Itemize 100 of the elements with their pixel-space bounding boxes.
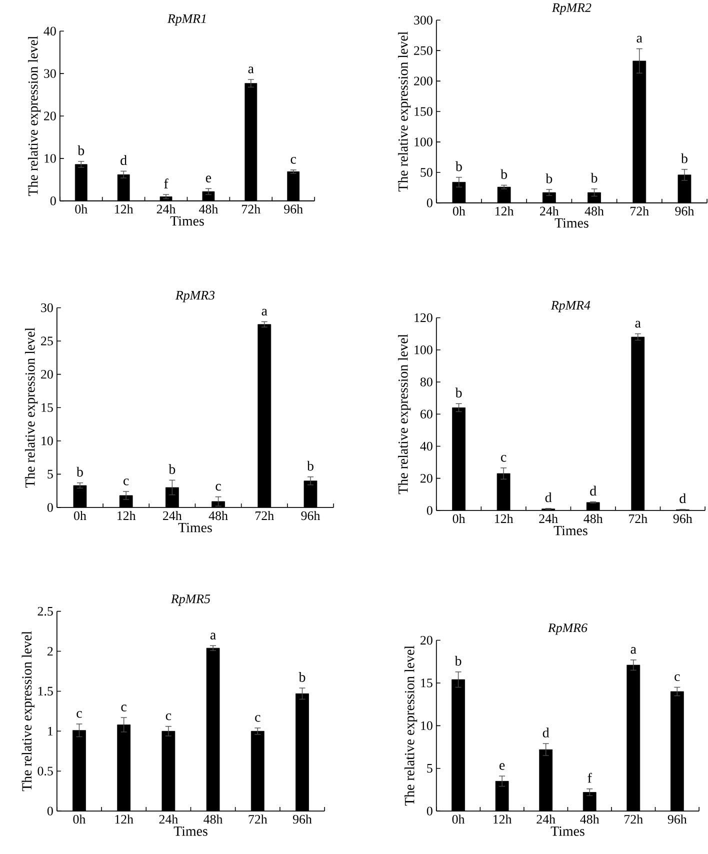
y-tick-label: 10 [44, 154, 56, 163]
annotation: c [674, 674, 680, 682]
x-tick-label: 0h [452, 514, 466, 524]
x-tick-label: 12h [493, 814, 512, 824]
y-tick-label: 5 [48, 470, 53, 478]
y-tick-label: 120 [414, 313, 432, 322]
annotation: d [120, 155, 127, 165]
annotation: a [210, 632, 216, 640]
y-tick-label: 20 [420, 474, 432, 483]
y-tick-label: 100 [414, 138, 432, 146]
x-tick-label: 0h [452, 206, 466, 216]
y-tick-label: 0 [50, 196, 56, 206]
x-tick-label: 12h [494, 514, 514, 523]
x-tick-label: 96h [675, 206, 694, 216]
x-tick-label: 12h [115, 814, 134, 824]
annotation: b [680, 153, 688, 164]
x-tick-label: 72h [630, 206, 649, 216]
x-tick-label: 48h [584, 206, 604, 216]
x-tick-label: 72h [242, 204, 260, 214]
y-tick-label: 40 [44, 26, 56, 36]
annotation: a [248, 66, 254, 74]
annotation: c [500, 455, 506, 462]
y-tick-label: 40 [420, 442, 432, 451]
y-tick-label: 20 [44, 112, 56, 120]
y-axis-title: The relative expression level [28, 36, 41, 196]
y-tick-label: 2 [47, 646, 53, 656]
y-tick-label: 1 [48, 726, 53, 736]
annotation: a [636, 36, 642, 43]
y-axis-title: The relative expression level [398, 32, 411, 192]
y-tick-label: 100 [414, 345, 432, 354]
y-tick-label: 15 [421, 678, 432, 688]
x-tick-label: 96h [301, 510, 320, 520]
x-tick-label: 0h [452, 814, 465, 824]
y-tick-label: 25 [41, 336, 53, 346]
chart-title: RpMR6 [548, 623, 588, 635]
x-tick-label: 48h [580, 814, 600, 824]
y-tick-label: 10 [421, 721, 432, 730]
y-tick-label: 0 [47, 806, 53, 816]
annotation: c [166, 713, 172, 720]
x-tick-label: 24h [159, 814, 178, 824]
x-tick-label: 24h [156, 204, 176, 214]
annotation: b [76, 466, 83, 477]
chart-title: RpMR4 [550, 300, 590, 312]
x-tick-label: 24h [536, 814, 556, 824]
y-tick-label: 2.5 [38, 606, 53, 616]
y-tick-label: 0 [47, 503, 53, 512]
y-axis-title: The relative expression level [24, 328, 38, 488]
x-tick-label: 12h [118, 510, 136, 520]
annotation: b [78, 145, 84, 156]
y-tick-label: 1.5 [38, 686, 53, 696]
y-axis-title: The relative expression level [22, 631, 34, 792]
annotation: b [306, 460, 314, 471]
y-tick-label: 15 [42, 403, 53, 412]
annotation: a [630, 647, 636, 654]
y-tick-label: 50 [420, 168, 432, 177]
y-tick-label: 0 [426, 198, 432, 208]
annotation: e [500, 763, 505, 770]
annotation: c [255, 715, 260, 722]
y-tick-label: 30 [41, 303, 53, 312]
x-tick-label: 48h [584, 514, 603, 524]
annotation: b [590, 172, 598, 183]
chart-title: RpMR5 [170, 594, 210, 606]
y-tick-label: 20 [420, 636, 432, 645]
y-axis-title: The relative expression level [398, 334, 411, 494]
y-tick-label: 80 [420, 378, 432, 386]
x-tick-label: 12h [115, 204, 134, 214]
annotation: c [124, 478, 129, 486]
y-tick-label: 300 [414, 16, 432, 24]
annotation: b [454, 656, 462, 666]
x-tick-label: 48h [199, 204, 218, 214]
annotation: d [542, 728, 550, 738]
annotation: a [635, 320, 641, 328]
x-tick-label: 12h [495, 206, 514, 216]
x-axis-title: Times [170, 216, 204, 226]
annotation: f [164, 178, 168, 188]
y-axis-title: The relative expression level [404, 646, 418, 806]
chart-title: RpMR3 [175, 290, 215, 302]
annotation: d [545, 492, 552, 502]
annotation: c [121, 704, 126, 712]
x-axis-title: Times [550, 826, 584, 836]
x-tick-label: 72h [629, 514, 648, 523]
x-tick-label: 96h [668, 814, 687, 824]
chart-title: RpMR2 [552, 3, 592, 15]
annotation: c [216, 484, 221, 491]
x-tick-label: 96h [284, 204, 303, 214]
annotation: c [76, 711, 82, 718]
x-tick-label: 0h [74, 510, 86, 520]
x-tick-label: 48h [204, 814, 223, 824]
annotation: b [298, 672, 306, 682]
y-tick-label: 150 [414, 107, 432, 116]
y-tick-label: 10 [42, 436, 53, 446]
x-tick-label: 0h [75, 204, 88, 214]
annotation: c [290, 156, 296, 164]
annotation: a [262, 308, 268, 316]
x-tick-label: 24h [163, 510, 182, 520]
x-tick-label: 72h [256, 510, 274, 520]
annotation: b [455, 388, 462, 398]
y-tick-label: 250 [414, 46, 432, 55]
x-axis-title: Times [174, 826, 208, 836]
annotation: b [168, 464, 176, 474]
